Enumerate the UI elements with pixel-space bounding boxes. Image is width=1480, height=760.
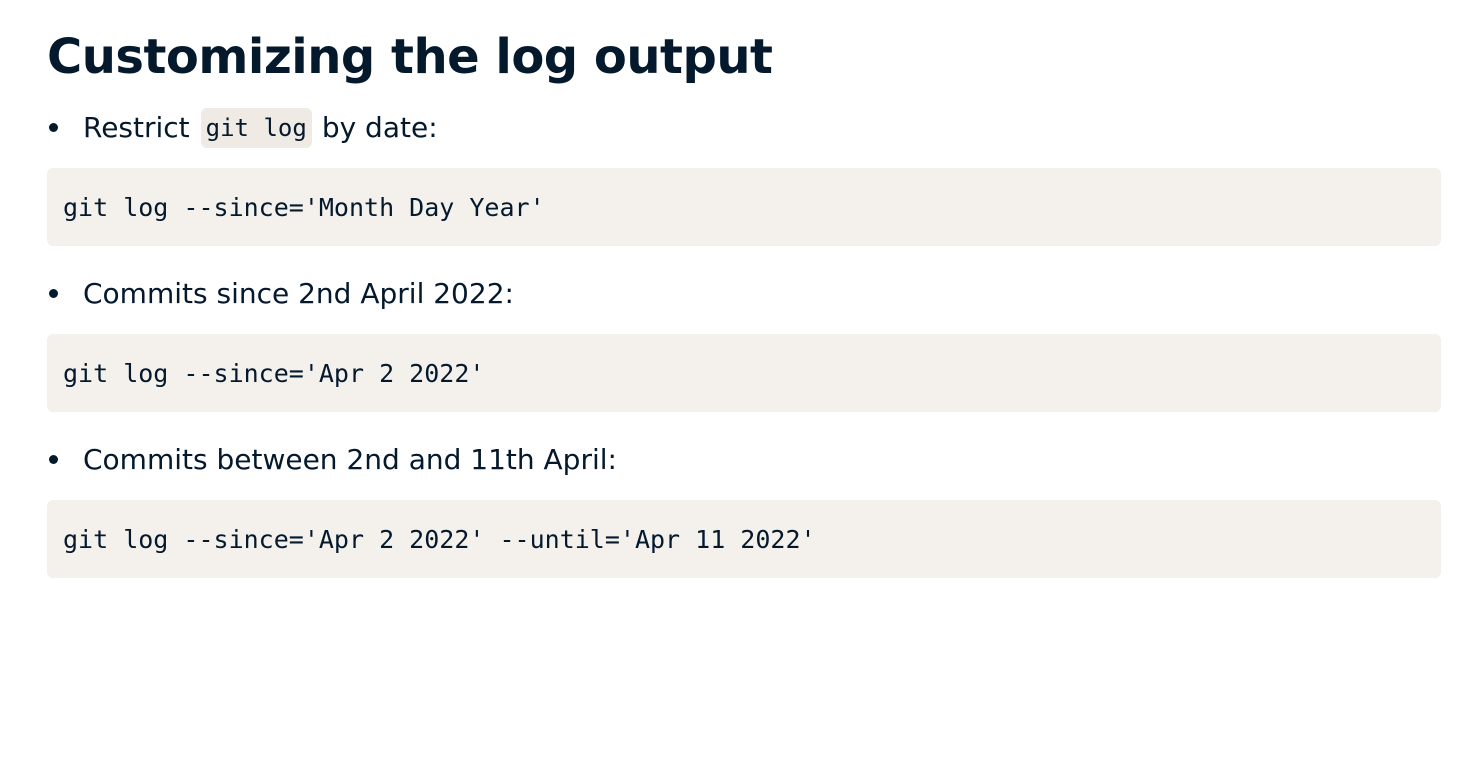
- code-block: git log --since='Apr 2 2022' --until='Ap…: [47, 500, 1441, 578]
- bullet-item: Commits between 2nd and 11th April:: [47, 438, 1441, 482]
- code-block: git log --since='Month Day Year': [47, 168, 1441, 246]
- bullet-text: by date:: [321, 111, 438, 144]
- slide-title: Customizing the log output: [47, 29, 773, 85]
- code-block: git log --since='Apr 2 2022': [47, 334, 1441, 412]
- bullet-item: Restrict git log by date:: [47, 106, 1441, 150]
- bullet-text: Restrict: [83, 111, 190, 144]
- inline-code: git log: [200, 108, 312, 148]
- bullet-text: Commits between 2nd and 11th April:: [83, 443, 617, 476]
- bullet-text: Commits since 2nd April 2022:: [83, 277, 514, 310]
- bullet-item: Commits since 2nd April 2022:: [47, 272, 1441, 316]
